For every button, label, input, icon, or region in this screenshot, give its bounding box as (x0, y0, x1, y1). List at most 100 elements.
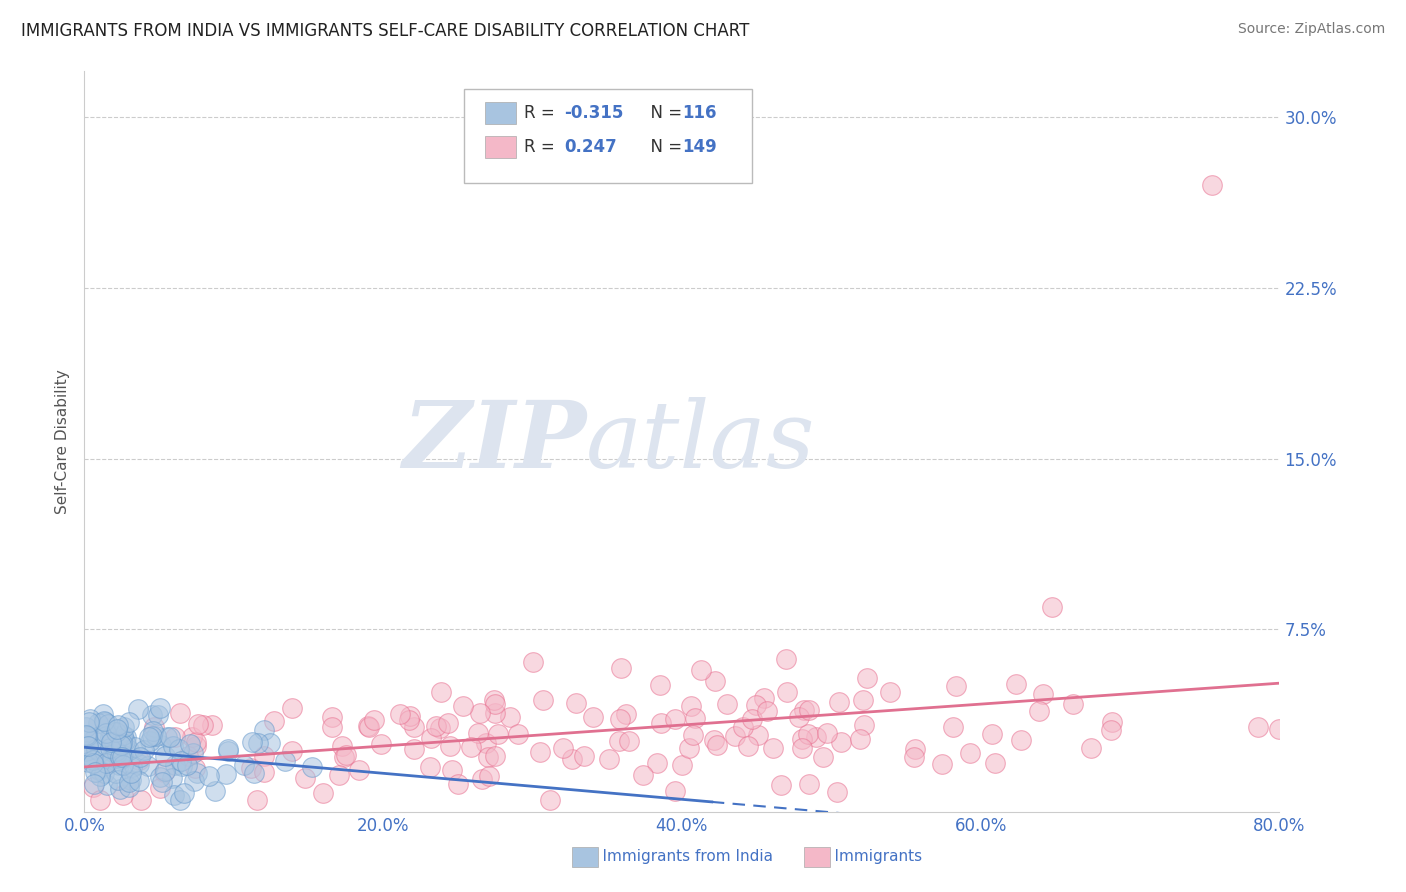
Point (87, 715, 110, 730)
Point (263, 714, 285, 728)
Text: ZIP: ZIP (402, 397, 586, 486)
Point (170, 759, 193, 773)
Point (82, 754, 104, 768)
Point (233, 757, 256, 772)
Point (280, 701, 302, 715)
Point (762, 741, 785, 756)
Point (252, 723, 274, 738)
Point (328, 767, 350, 781)
Point (804, 730, 827, 744)
Point (321, 720, 343, 734)
Point (110, 736, 132, 750)
Point (121, 760, 143, 774)
Point (335, 747, 357, 762)
Point (429, 721, 451, 735)
Point (614, 706, 637, 721)
Text: 116: 116 (682, 104, 717, 122)
Point (76, 756, 98, 770)
Point (215, 766, 238, 780)
Point (77, 743, 100, 757)
Point (246, 736, 269, 750)
Point (150, 775, 173, 789)
Point (97, 717, 120, 731)
Text: atlas: atlas (586, 397, 815, 486)
Point (1247, 720, 1270, 734)
Point (183, 774, 205, 789)
Point (904, 741, 927, 756)
Point (430, 685, 453, 699)
Text: N =: N = (640, 138, 688, 156)
Point (582, 709, 605, 723)
Point (682, 728, 704, 742)
Point (311, 787, 333, 801)
Point (160, 771, 183, 785)
Point (101, 728, 124, 742)
Point (76, 729, 98, 743)
Point (138, 731, 160, 745)
Point (451, 698, 474, 713)
Point (149, 770, 172, 784)
Point (82, 780, 104, 795)
Point (1201, 178, 1223, 193)
Point (439, 739, 461, 753)
Point (506, 726, 529, 740)
Point (120, 766, 142, 780)
Point (398, 713, 420, 727)
Point (419, 760, 441, 774)
Point (149, 781, 172, 796)
Point (690, 663, 713, 677)
Point (706, 739, 728, 753)
Point (478, 769, 501, 783)
Point (240, 761, 263, 775)
Point (201, 717, 224, 731)
Point (186, 766, 208, 780)
Point (853, 718, 876, 732)
Point (470, 706, 492, 720)
Point (931, 756, 953, 771)
Point (120, 772, 142, 787)
Point (163, 758, 186, 772)
Point (330, 739, 353, 753)
Text: Source: ZipAtlas.com: Source: ZipAtlas.com (1237, 22, 1385, 37)
Point (105, 725, 128, 739)
Point (114, 738, 136, 752)
Point (447, 777, 470, 791)
Point (75, 744, 97, 758)
Point (128, 756, 150, 771)
Point (93, 714, 115, 728)
Point (716, 697, 738, 711)
Point (169, 742, 191, 756)
Point (370, 737, 392, 751)
Point (793, 704, 815, 718)
Point (756, 704, 779, 718)
Point (75, 720, 97, 734)
Point (776, 685, 799, 699)
Point (127, 702, 149, 716)
Point (100, 735, 122, 749)
Point (89, 793, 111, 807)
Point (96, 778, 118, 792)
Point (529, 745, 551, 759)
Point (619, 734, 641, 748)
Point (159, 730, 181, 744)
Point (110, 751, 132, 765)
Point (105, 722, 128, 736)
Point (124, 740, 146, 755)
Point (76, 739, 98, 753)
Point (128, 773, 150, 788)
Point (467, 726, 489, 740)
Point (983, 756, 1005, 771)
Point (347, 763, 370, 777)
Point (903, 750, 925, 764)
Text: Immigrants: Immigrants (815, 849, 922, 863)
Point (731, 720, 754, 734)
Point (538, 793, 561, 807)
Point (488, 726, 510, 740)
Point (142, 723, 165, 738)
Point (683, 711, 706, 725)
Point (110, 749, 132, 764)
Point (553, 740, 575, 755)
Point (96, 729, 118, 743)
Point (724, 729, 747, 743)
Point (572, 748, 595, 763)
